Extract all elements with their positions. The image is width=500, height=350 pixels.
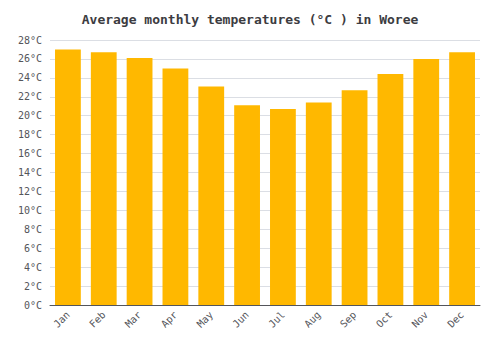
svg-text:Jun: Jun	[230, 309, 251, 330]
svg-text:22°C: 22°C	[18, 91, 42, 102]
svg-text:May: May	[195, 309, 216, 330]
svg-text:18°C: 18°C	[18, 129, 42, 140]
svg-text:8°C: 8°C	[24, 224, 42, 235]
svg-text:Jan: Jan	[51, 309, 72, 330]
svg-text:2°C: 2°C	[24, 281, 42, 292]
svg-text:28°C: 28°C	[18, 35, 42, 46]
svg-text:Sep: Sep	[338, 309, 359, 330]
svg-text:4°C: 4°C	[24, 262, 42, 273]
svg-text:Mar: Mar	[123, 309, 144, 330]
svg-text:16°C: 16°C	[18, 148, 42, 159]
svg-text:10°C: 10°C	[18, 205, 42, 216]
svg-text:12°C: 12°C	[18, 186, 42, 197]
svg-text:6°C: 6°C	[24, 243, 42, 254]
svg-text:Apr: Apr	[159, 309, 180, 330]
svg-text:Oct: Oct	[374, 309, 395, 330]
svg-text:24°C: 24°C	[18, 72, 42, 83]
svg-text:26°C: 26°C	[18, 53, 42, 64]
svg-text:Feb: Feb	[87, 309, 108, 330]
svg-text:0°C: 0°C	[24, 300, 42, 311]
svg-text:20°C: 20°C	[18, 110, 42, 121]
svg-text:14°C: 14°C	[18, 167, 42, 178]
svg-text:Aug: Aug	[302, 309, 323, 330]
svg-text:Jul: Jul	[266, 309, 287, 330]
svg-text:Average monthly temperatures (: Average monthly temperatures (°C ) in Wo…	[82, 12, 419, 27]
svg-text:Nov: Nov	[410, 309, 431, 330]
svg-text:Dec: Dec	[445, 309, 466, 330]
